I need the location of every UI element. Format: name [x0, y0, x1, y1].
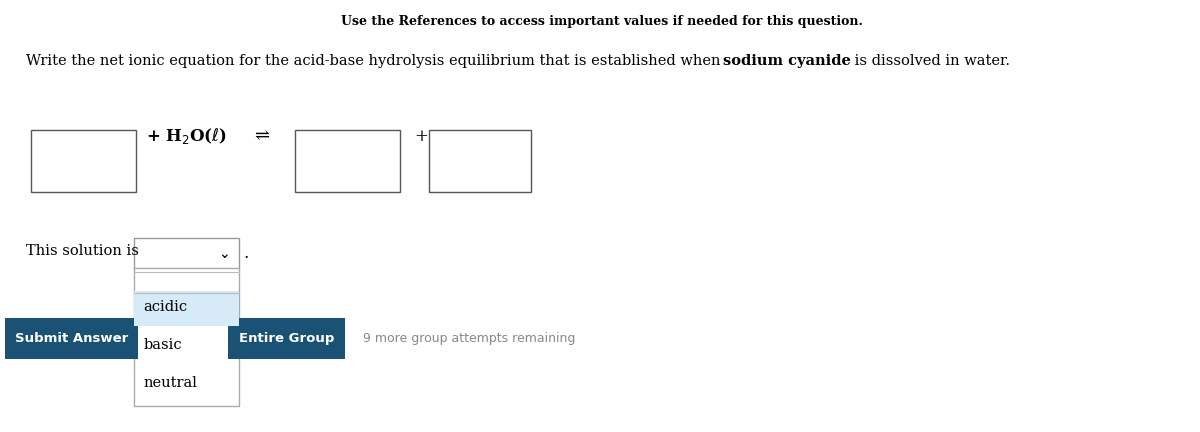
Text: Entire Group: Entire Group [239, 331, 335, 345]
FancyBboxPatch shape [133, 291, 239, 326]
Text: This solution is: This solution is [26, 244, 139, 257]
Text: basic: basic [143, 338, 182, 352]
FancyBboxPatch shape [133, 268, 239, 406]
Text: is dissolved in water.: is dissolved in water. [850, 54, 1010, 68]
Text: +: + [414, 127, 428, 145]
FancyBboxPatch shape [31, 130, 136, 192]
FancyBboxPatch shape [295, 130, 401, 192]
Text: 9 more group attempts remaining: 9 more group attempts remaining [364, 331, 576, 345]
Text: sodium cyanide: sodium cyanide [722, 54, 851, 68]
Text: .: . [244, 245, 248, 262]
Text: Use the References to access important values if needed for this question.: Use the References to access important v… [341, 15, 863, 28]
FancyBboxPatch shape [133, 238, 239, 270]
Text: Write the net ionic equation for the acid-base hydrolysis equilibrium that is es: Write the net ionic equation for the aci… [26, 54, 725, 68]
Text: ⇌: ⇌ [254, 127, 269, 145]
FancyBboxPatch shape [428, 130, 530, 192]
FancyBboxPatch shape [5, 318, 138, 359]
Text: Submit Answer: Submit Answer [14, 331, 128, 345]
Text: ⌄: ⌄ [217, 247, 229, 261]
Text: neutral: neutral [143, 375, 197, 390]
FancyBboxPatch shape [228, 318, 346, 359]
Text: acidic: acidic [143, 299, 187, 314]
Text: + H$_2$O($\ell$): + H$_2$O($\ell$) [145, 126, 227, 146]
